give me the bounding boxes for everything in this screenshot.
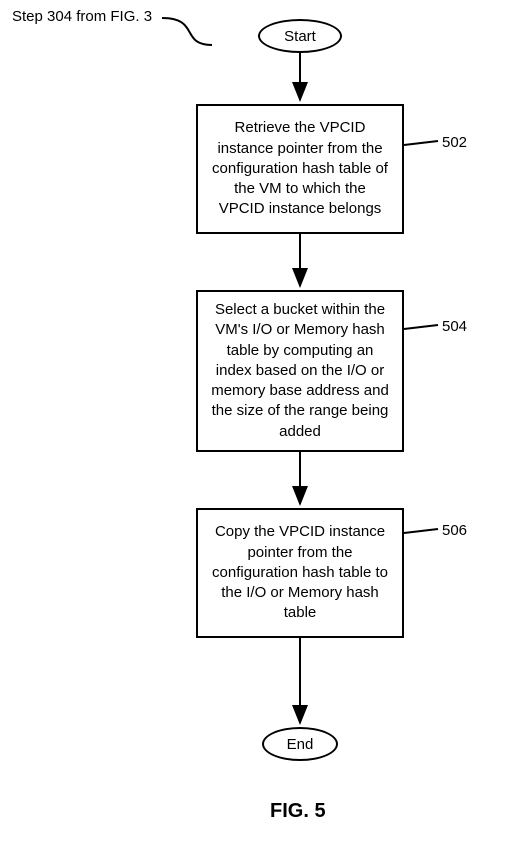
process-step-504: Select a bucket within the VM's I/O or M… bbox=[196, 290, 404, 452]
process-step-text: Copy the VPCID instance pointer from the… bbox=[210, 522, 390, 623]
process-step-502: Retrieve the VPCID instance pointer from… bbox=[196, 104, 404, 234]
start-terminal: Start bbox=[258, 19, 342, 53]
process-step-text: Retrieve the VPCID instance pointer from… bbox=[210, 118, 390, 219]
end-terminal: End bbox=[262, 727, 338, 761]
end-label: End bbox=[287, 736, 314, 753]
leader-502 bbox=[404, 141, 438, 145]
step-label-504: 504 bbox=[442, 318, 467, 335]
caption-leader bbox=[162, 18, 212, 45]
process-step-506: Copy the VPCID instance pointer from the… bbox=[196, 508, 404, 638]
leader-504 bbox=[404, 325, 438, 329]
step-label-506: 506 bbox=[442, 522, 467, 539]
start-label: Start bbox=[284, 28, 316, 45]
process-step-text: Select a bucket within the VM's I/O or M… bbox=[210, 300, 390, 442]
figure-title: FIG. 5 bbox=[270, 800, 326, 823]
caption-label: Step 304 from FIG. 3 bbox=[12, 8, 152, 25]
step-label-502: 502 bbox=[442, 134, 467, 151]
leader-506 bbox=[404, 529, 438, 533]
